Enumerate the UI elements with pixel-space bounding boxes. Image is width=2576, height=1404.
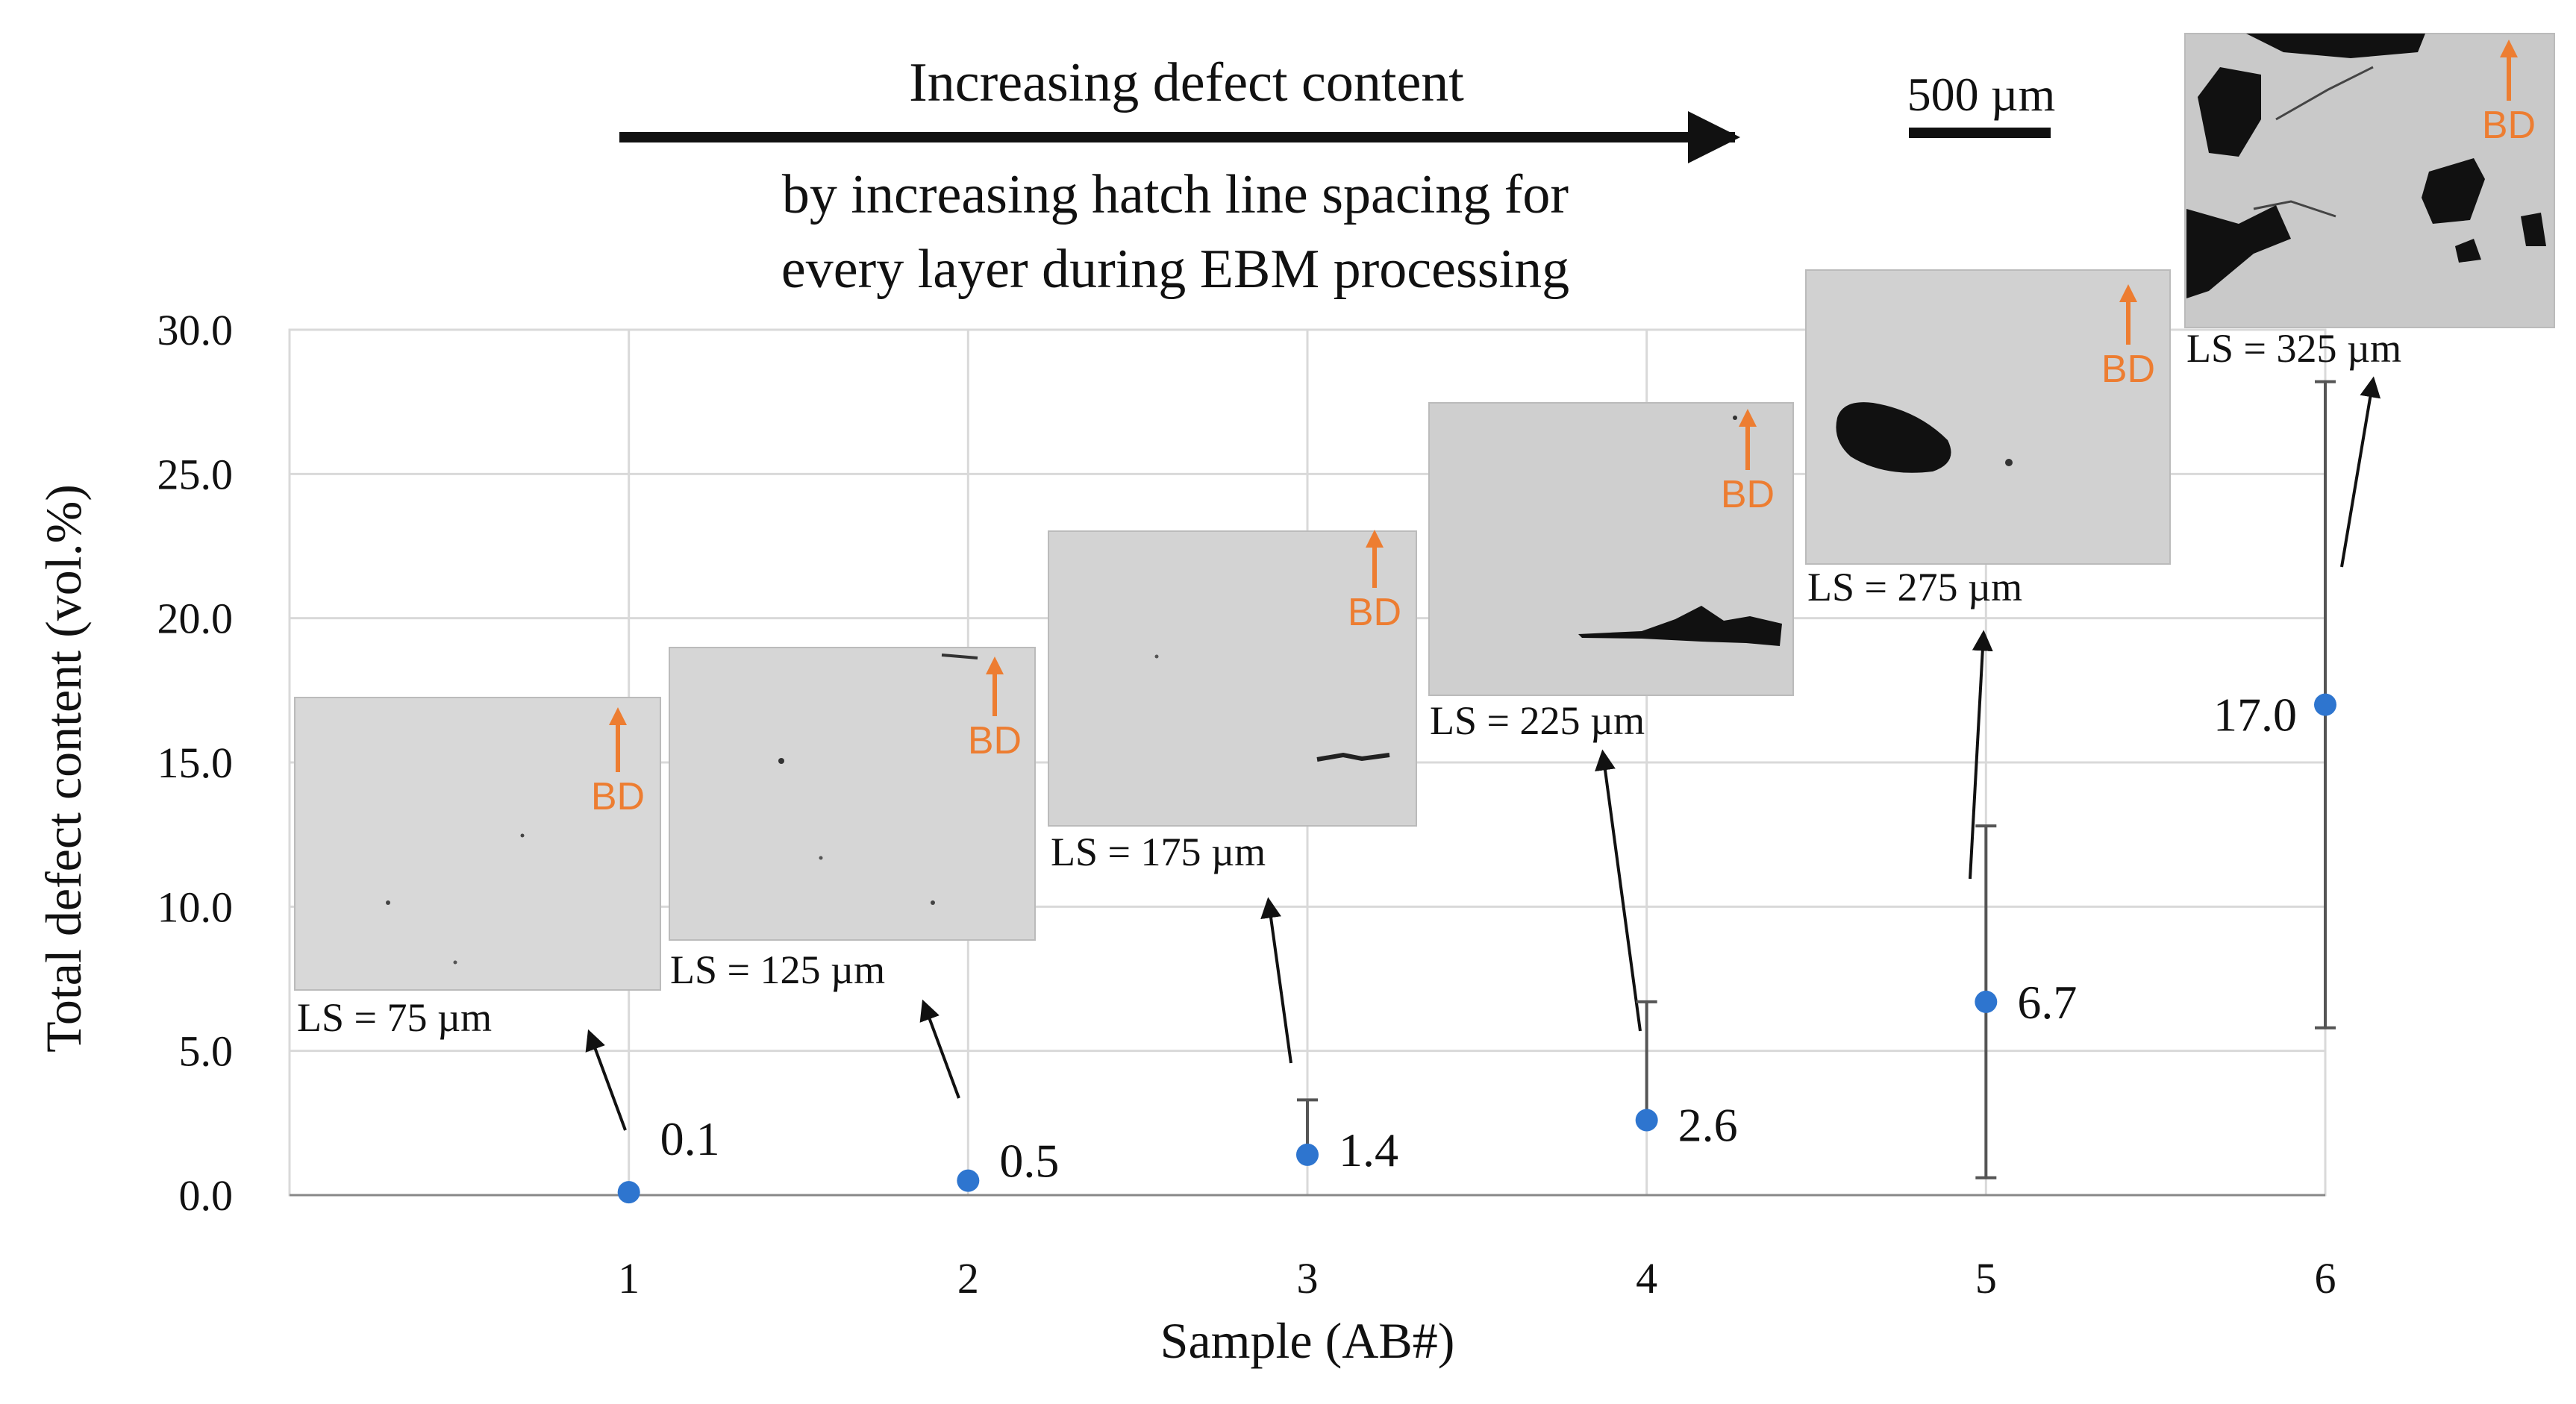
build-direction-markers: BD BD BD BD BD BD (591, 40, 2536, 818)
pore (1733, 416, 1737, 420)
crack-line (2253, 200, 2336, 218)
micrograph-image (1048, 530, 1417, 827)
pointer-arrow (585, 1029, 627, 1131)
large-defect (2521, 213, 2546, 246)
micrograph-label: LS = 325 µm (2186, 326, 2401, 371)
data-value-label: 17.0 (2213, 689, 2297, 742)
data-point (617, 1181, 640, 1204)
y-tick-label: 10.0 (157, 883, 234, 931)
bd-label: BD (1721, 473, 1775, 516)
pointer-arrow (1260, 897, 1292, 1064)
pointer-arrow (919, 999, 960, 1099)
micrograph-image (669, 647, 1036, 941)
pore (1154, 654, 1159, 659)
micrograph-label: LS = 75 µm (297, 995, 492, 1040)
data-value-labels: 0.1 0.5 1.4 2.6 6.7 17.0 (660, 689, 2297, 1188)
bd-label: BD (1348, 591, 1401, 634)
micrograph-ls-275 (1805, 269, 2171, 565)
pointer-arrow (1969, 630, 1993, 880)
pore (778, 758, 784, 764)
micrograph-ls-325 (2184, 33, 2555, 328)
y-axis-title: Total defect content (vol.%) (35, 484, 92, 1053)
micrograph-label: LS = 275 µm (1807, 565, 2022, 609)
large-defect (2455, 239, 2481, 263)
data-point (2314, 693, 2336, 716)
pore (931, 900, 935, 905)
y-axis-tick-labels: 0.0 5.0 10.0 15.0 20.0 25.0 30.0 (157, 306, 234, 1220)
data-value-label: 1.4 (1339, 1123, 1398, 1176)
data-points (617, 693, 2336, 1204)
micrograph-ls-75 (294, 697, 661, 991)
x-tick-label: 5 (1975, 1254, 1997, 1303)
micrograph-ls-125 (669, 647, 1036, 941)
x-axis-tick-labels: 1 2 3 4 5 6 (618, 1254, 2336, 1303)
micrograph-label: LS = 175 µm (1051, 830, 1266, 874)
pointer-arrow (2340, 376, 2381, 568)
micrograph-label: LS = 225 µm (1430, 698, 1645, 743)
arrow-subtitle-line-1: by increasing hatch line spacing for (782, 164, 1569, 225)
y-tick-label: 25.0 (157, 450, 234, 498)
pore (453, 960, 457, 965)
x-tick-label: 3 (1297, 1254, 1319, 1303)
y-tick-label: 5.0 (179, 1027, 234, 1076)
data-value-label: 2.6 (1678, 1098, 1738, 1151)
bd-label: BD (968, 719, 1022, 762)
x-tick-label: 2 (957, 1254, 979, 1303)
data-point (1635, 1109, 1658, 1132)
pointer-arrow (1595, 749, 1642, 1032)
x-tick-label: 4 (1636, 1254, 1657, 1303)
large-defect (2246, 34, 2425, 58)
x-axis-title: Sample (AB#) (1160, 1312, 1455, 1369)
bd-label: BD (2101, 348, 2155, 391)
y-tick-label: 15.0 (157, 739, 234, 787)
micrograph-image (1428, 402, 1794, 696)
large-defect (1578, 606, 1782, 646)
micrograph-ls-225 (1428, 402, 1794, 696)
pore (386, 900, 390, 905)
y-tick-label: 20.0 (157, 595, 234, 643)
pore (2005, 459, 2013, 466)
pore (520, 833, 525, 838)
large-pore (1836, 402, 1951, 473)
arrow-subtitle-line-2: every layer during EBM processing (781, 239, 1569, 300)
large-defect (2198, 67, 2261, 157)
x-tick-label: 1 (618, 1254, 640, 1303)
data-point (957, 1169, 980, 1192)
defect-streak (941, 654, 978, 659)
micrograph-ls-175 (1048, 530, 1417, 827)
data-point (1296, 1143, 1319, 1166)
micrograph-labels: LS = 75 µm LS = 125 µm LS = 175 µm LS = 225… (297, 326, 2401, 1040)
large-defect (2186, 205, 2291, 298)
data-value-label: 0.1 (660, 1112, 720, 1165)
x-tick-label: 6 (2315, 1254, 2336, 1303)
micrograph-image (294, 697, 661, 991)
crack-line (2275, 66, 2374, 121)
data-value-label: 6.7 (2017, 976, 2077, 1029)
bd-label: BD (2482, 104, 2536, 147)
scale-bar-label: 500 µm (1907, 68, 2056, 121)
micrograph-label: LS = 125 µm (670, 947, 885, 992)
pore (819, 856, 823, 860)
data-point (1975, 990, 1998, 1013)
bd-label: BD (591, 775, 645, 818)
pointer-arrows (585, 376, 2381, 1131)
defect-streak (1316, 752, 1390, 762)
data-value-label: 0.5 (999, 1135, 1059, 1188)
y-tick-label: 30.0 (157, 306, 234, 354)
arrow-header-text: Increasing defect content (909, 52, 1464, 113)
micrograph-insets (294, 33, 2555, 991)
y-tick-label: 0.0 (179, 1171, 234, 1220)
large-defect (2422, 158, 2485, 224)
